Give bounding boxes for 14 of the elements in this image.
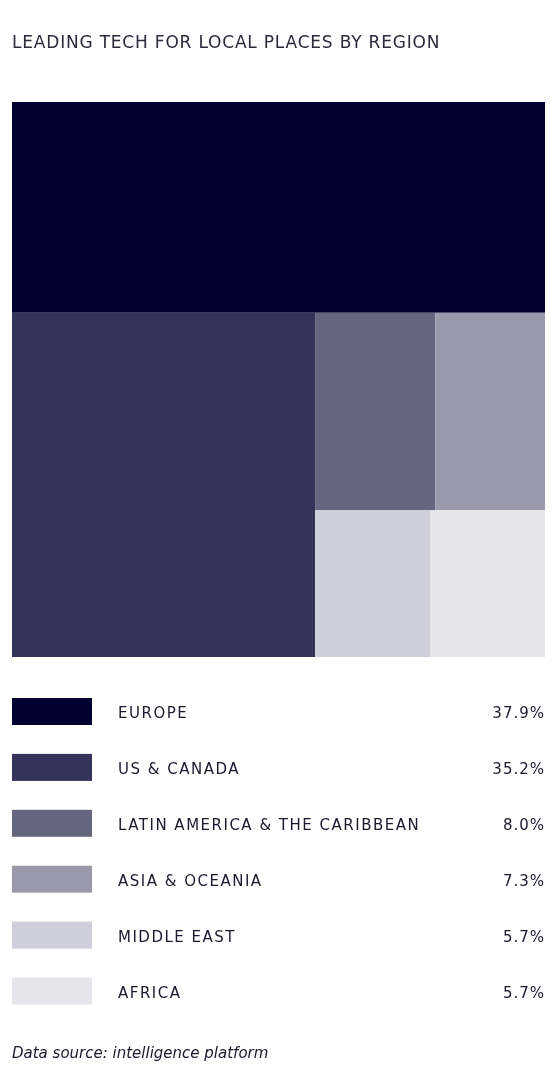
source-note: Data source: intelligence platform bbox=[12, 1044, 269, 1062]
category-label: US & CANADA bbox=[118, 759, 240, 778]
category-label: ASIA & OCEANIA bbox=[118, 871, 263, 890]
category-label: MIDDLE EAST bbox=[118, 927, 236, 946]
data-label: 5.7% bbox=[502, 927, 545, 946]
text: LEADING TECH FOR LOCAL PLACES BY REGION bbox=[12, 32, 441, 52]
category-label: EUROPE bbox=[118, 704, 189, 722]
data-label: 5.7% bbox=[502, 983, 545, 1002]
category-label: LATIN AMERICA & THE CARIBBEAN bbox=[118, 815, 421, 834]
data-label: 8.0% bbox=[502, 815, 545, 834]
data-label: 7.3% bbox=[502, 871, 545, 890]
data-label: 37.9% bbox=[492, 704, 545, 722]
category-label: AFRICA bbox=[118, 983, 182, 1002]
data-label: 35.2% bbox=[492, 759, 545, 778]
